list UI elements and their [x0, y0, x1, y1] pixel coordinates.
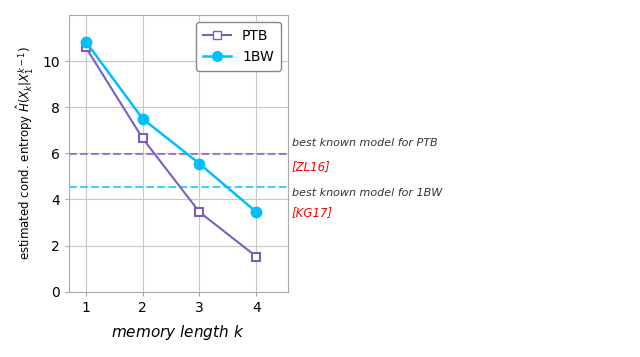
Text: best known model for 1BW: best known model for 1BW	[292, 188, 442, 198]
Text: best known model for PTB: best known model for PTB	[292, 138, 438, 148]
Text: [KG17]: [KG17]	[292, 206, 333, 219]
Legend: PTB, 1BW: PTB, 1BW	[196, 22, 281, 71]
X-axis label: memory length $k$: memory length $k$	[111, 323, 245, 342]
Y-axis label: estimated cond. entropy $\hat{H}(X_k|X_1^{k-1})$: estimated cond. entropy $\hat{H}(X_k|X_1…	[15, 46, 36, 260]
Text: [ZL16]: [ZL16]	[292, 160, 331, 172]
